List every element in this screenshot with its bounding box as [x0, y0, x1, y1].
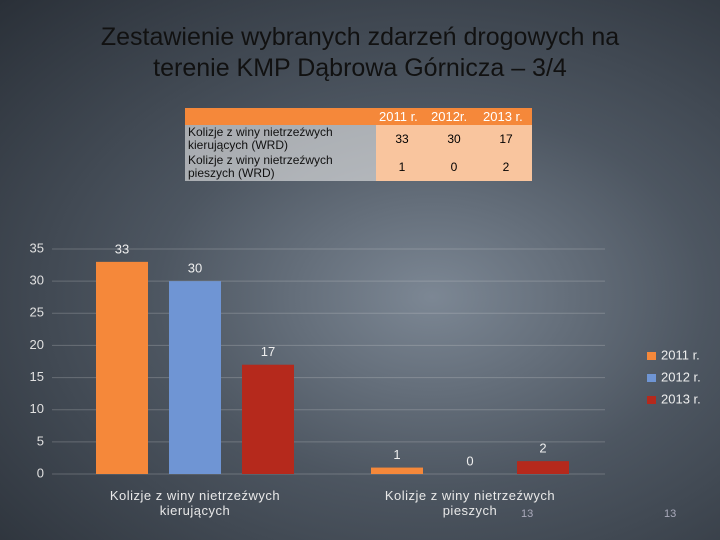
cell: 2: [480, 153, 532, 181]
data-label: 1: [393, 447, 400, 462]
legend-label: 2011 r.: [661, 347, 700, 362]
cell: 30: [428, 125, 480, 153]
row-label: Kolizje z winy nietrzeźwych pieszych (WR…: [185, 153, 376, 181]
cell: 33: [376, 125, 428, 153]
y-tick-label: 25: [30, 305, 44, 320]
row-label: Kolizje z winy nietrzeźwych kierujących …: [185, 125, 376, 153]
y-tick-label: 10: [30, 401, 44, 416]
slide-title: Zestawienie wybranych zdarzeń drogowych …: [100, 23, 620, 82]
page-number: 13: [521, 508, 534, 520]
legend-swatch: [647, 374, 656, 382]
cell: 1: [376, 153, 428, 181]
table-header: 2011 r. 2012r. 2013 r.: [185, 108, 532, 125]
x-tick-label: Kolizje z winy nietrzeźwych pieszych: [384, 488, 556, 518]
header-cell: 2012r.: [428, 108, 480, 125]
data-table: 2011 r. 2012r. 2013 r. Kolizje z winy ni…: [185, 108, 532, 181]
legend-label: 2013 r.: [661, 391, 701, 406]
data-label: 0: [466, 453, 473, 468]
legend-swatch: [647, 352, 656, 360]
data-label: 2: [539, 441, 546, 456]
header-cell: 2013 r.: [480, 108, 532, 125]
y-tick-label: 15: [30, 369, 44, 384]
bar: [517, 461, 569, 474]
table-row: Kolizje z winy nietrzeźwych kierujących …: [185, 125, 532, 153]
bar: [371, 467, 423, 474]
bar: [242, 364, 294, 474]
x-tick-label: Kolizje z winy nietrzeźwych kierujących: [109, 488, 281, 518]
legend-label: 2012 r.: [661, 369, 701, 384]
y-tick-label: 30: [30, 273, 44, 288]
cell: 0: [428, 153, 480, 181]
table-row: Kolizje z winy nietrzeźwych pieszych (WR…: [185, 153, 532, 181]
data-label: 17: [261, 344, 275, 359]
legend-swatch: [647, 396, 656, 404]
header-cell: 2011 r.: [376, 108, 428, 125]
y-tick-label: 20: [30, 337, 44, 352]
header-cell: [185, 108, 376, 125]
page-number: 13: [664, 508, 677, 520]
bar: [96, 261, 148, 474]
bar: [169, 281, 221, 474]
data-label: 30: [188, 261, 202, 276]
cell: 17: [480, 125, 532, 153]
y-tick-label: 5: [37, 433, 44, 448]
data-label: 33: [115, 241, 129, 256]
y-tick-label: 0: [37, 465, 44, 480]
y-tick-label: 35: [30, 240, 44, 255]
